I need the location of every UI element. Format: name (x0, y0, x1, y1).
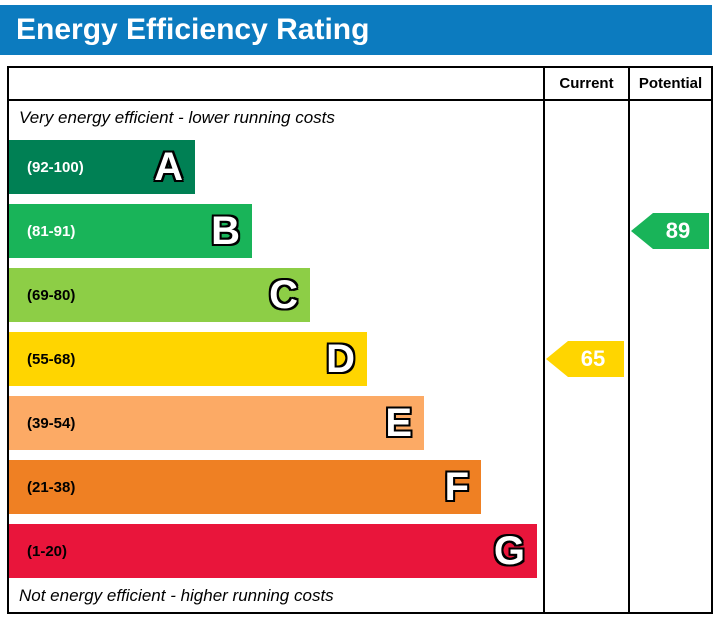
band-e: (39-54) E (9, 396, 424, 450)
band-a: (92-100) A (9, 140, 195, 194)
rating-bands: (92-100) A (81-91) B (69-80) C (55-68) D (39-54)… (9, 140, 537, 588)
page-title: Energy Efficiency Rating (0, 5, 712, 55)
current-column-divider (543, 68, 545, 612)
current-rating-marker: 65 (546, 341, 624, 377)
potential-rating-marker: 89 (631, 213, 709, 249)
band-letter: F (444, 465, 469, 509)
band-letter: D (326, 337, 355, 381)
band-range-label: (81-91) (27, 222, 76, 240)
page-title-text: Energy Efficiency Rating (16, 13, 370, 46)
potential-column-header: Potential (638, 75, 703, 92)
band-range-label: (69-80) (27, 286, 76, 304)
band-letter: G (493, 529, 525, 573)
band-f: (21-38) F (9, 460, 481, 514)
band-letter: A (154, 145, 183, 189)
band-range-label: (92-100) (27, 158, 84, 176)
current-rating-value: 65 (580, 346, 606, 371)
band-range-label: (55-68) (27, 350, 76, 368)
header-row-divider (9, 99, 711, 101)
band-g: (1-20) G (9, 524, 537, 578)
epc-table: Current Potential Very energy efficient … (7, 66, 713, 614)
band-range-label: (21-38) (27, 478, 76, 496)
band-range-label: (39-54) (27, 414, 76, 432)
band-letter: C (269, 273, 298, 317)
band-d: (55-68) D (9, 332, 367, 386)
top-note: Very energy efficient - lower running co… (19, 108, 335, 127)
potential-column-divider (628, 68, 630, 612)
band-letter: E (385, 401, 412, 445)
bottom-note: Not energy efficient - higher running co… (19, 586, 334, 605)
band-c: (69-80) C (9, 268, 310, 322)
band-letter: B (211, 209, 240, 253)
current-column-header: Current (559, 75, 614, 92)
band-range-label: (1-20) (27, 542, 68, 560)
band-b: (81-91) B (9, 204, 252, 258)
potential-rating-value: 89 (665, 218, 691, 243)
